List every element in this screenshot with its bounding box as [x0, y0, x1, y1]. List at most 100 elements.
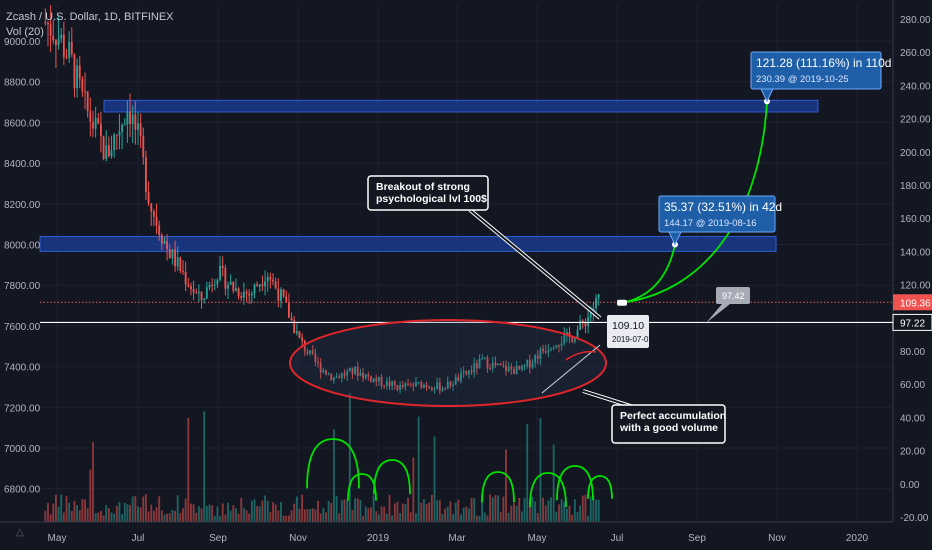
price-tag-date: 2019-07-07: [612, 335, 653, 344]
volume-bar: [332, 429, 335, 522]
right-axis-tick-label: 20.00: [900, 447, 925, 458]
right-axis-tick-label: 0.00: [900, 480, 920, 491]
volume-bar: [182, 508, 184, 522]
price-tag-pointer: [706, 304, 730, 323]
volume-bar: [121, 514, 124, 522]
candle-body: [301, 337, 304, 341]
volume-bar: [147, 511, 150, 522]
candle-body: [481, 358, 484, 360]
callout-box: [611, 404, 726, 444]
candle-body: [359, 372, 362, 376]
candle-body: [216, 279, 219, 285]
volume-bar: [242, 508, 245, 522]
candle-body: [383, 385, 386, 387]
volume-bar: [565, 508, 568, 522]
volume-bar: [441, 513, 444, 522]
candle-body: [547, 349, 550, 353]
volume-bar: [391, 515, 394, 522]
volume-bar: [113, 513, 116, 522]
candle-body: [565, 332, 568, 335]
price-tag-box: [607, 315, 649, 348]
annotations: 35.37 (32.51%) in 42d 144.17 @ 2019-08-16…: [40, 51, 893, 508]
candle-body: [97, 117, 100, 124]
candle-body: [145, 156, 147, 193]
volume-bar: [293, 503, 296, 522]
candle-body: [242, 291, 245, 298]
candle-body: [444, 388, 447, 390]
volume-bar: [129, 505, 131, 522]
volume-arc: [373, 459, 411, 495]
volume-bar: [433, 436, 436, 522]
volume-bar: [330, 503, 333, 522]
callout-box: [367, 175, 489, 211]
candle-body: [102, 136, 105, 159]
x-axis-tick-label: May: [48, 533, 67, 544]
left-axis-tick-label: 7000.00: [4, 444, 41, 455]
callout-box: [658, 195, 776, 233]
right-axis-bg: [893, 0, 932, 550]
cup-line: [565, 350, 597, 361]
trend-line: [541, 344, 601, 394]
volume-bar: [571, 514, 574, 522]
volume-bar: [301, 494, 304, 522]
volume-bar: [235, 508, 237, 522]
left-axis-tick-label: 7600.00: [4, 322, 41, 333]
volume-bar: [49, 514, 52, 522]
candle-body: [277, 288, 280, 301]
volume-bar: [555, 511, 558, 522]
candle-body: [502, 365, 505, 367]
right-axis-tick-label: 120.00: [900, 281, 931, 292]
volume-bar: [425, 504, 428, 522]
candle-body: [168, 249, 171, 259]
volume-bar: [409, 512, 412, 522]
callout-text: Breakout of strong: [376, 181, 470, 193]
start-marker: [617, 299, 627, 306]
candle-body: [137, 123, 139, 130]
volume-bar: [526, 423, 529, 522]
right-axis-tick-label: 280.00: [900, 15, 931, 26]
candle-body: [362, 372, 364, 379]
candle-body: [446, 381, 449, 390]
candle-body: [266, 276, 269, 282]
candle-body: [208, 284, 211, 288]
candle-body: [340, 373, 343, 379]
volume-bar: [272, 502, 274, 522]
volume-bar: [322, 508, 325, 522]
volume-bar: [256, 506, 259, 522]
candle-body: [367, 374, 370, 377]
candle-body: [235, 288, 237, 291]
candle-body: [415, 382, 417, 387]
candle-body: [290, 317, 293, 321]
right-axis-tick-label: 140.00: [900, 247, 931, 258]
volume-bar: [393, 503, 396, 522]
volume-bar: [227, 502, 229, 522]
candle-body: [581, 320, 584, 323]
candle-body: [555, 345, 558, 348]
volume-bar: [250, 500, 253, 522]
candle-body: [224, 267, 227, 289]
candle-body: [115, 134, 118, 136]
candle-body: [126, 111, 129, 125]
volume-bar: [470, 497, 473, 522]
candle-body: [92, 121, 94, 129]
right-axis-tick-label: 40.00: [900, 413, 925, 424]
candle-body: [227, 284, 229, 289]
candle-body: [513, 369, 515, 375]
candle-body: [155, 216, 158, 226]
candle-body: [219, 265, 221, 280]
volume-bar: [192, 504, 195, 522]
x-axis-tick-label: Mar: [448, 533, 466, 544]
candle-body: [213, 284, 216, 286]
volume-bar: [62, 512, 65, 522]
volume-bar: [497, 495, 499, 522]
candle-body: [454, 377, 457, 385]
volume-bar: [468, 508, 470, 522]
volume-bar: [100, 510, 102, 522]
candle-body: [54, 40, 57, 46]
volume-bar: [579, 505, 582, 522]
volume-bar: [417, 416, 420, 522]
volume-bar: [97, 512, 100, 522]
volume-arc: [529, 472, 567, 508]
candle-body: [253, 284, 256, 294]
